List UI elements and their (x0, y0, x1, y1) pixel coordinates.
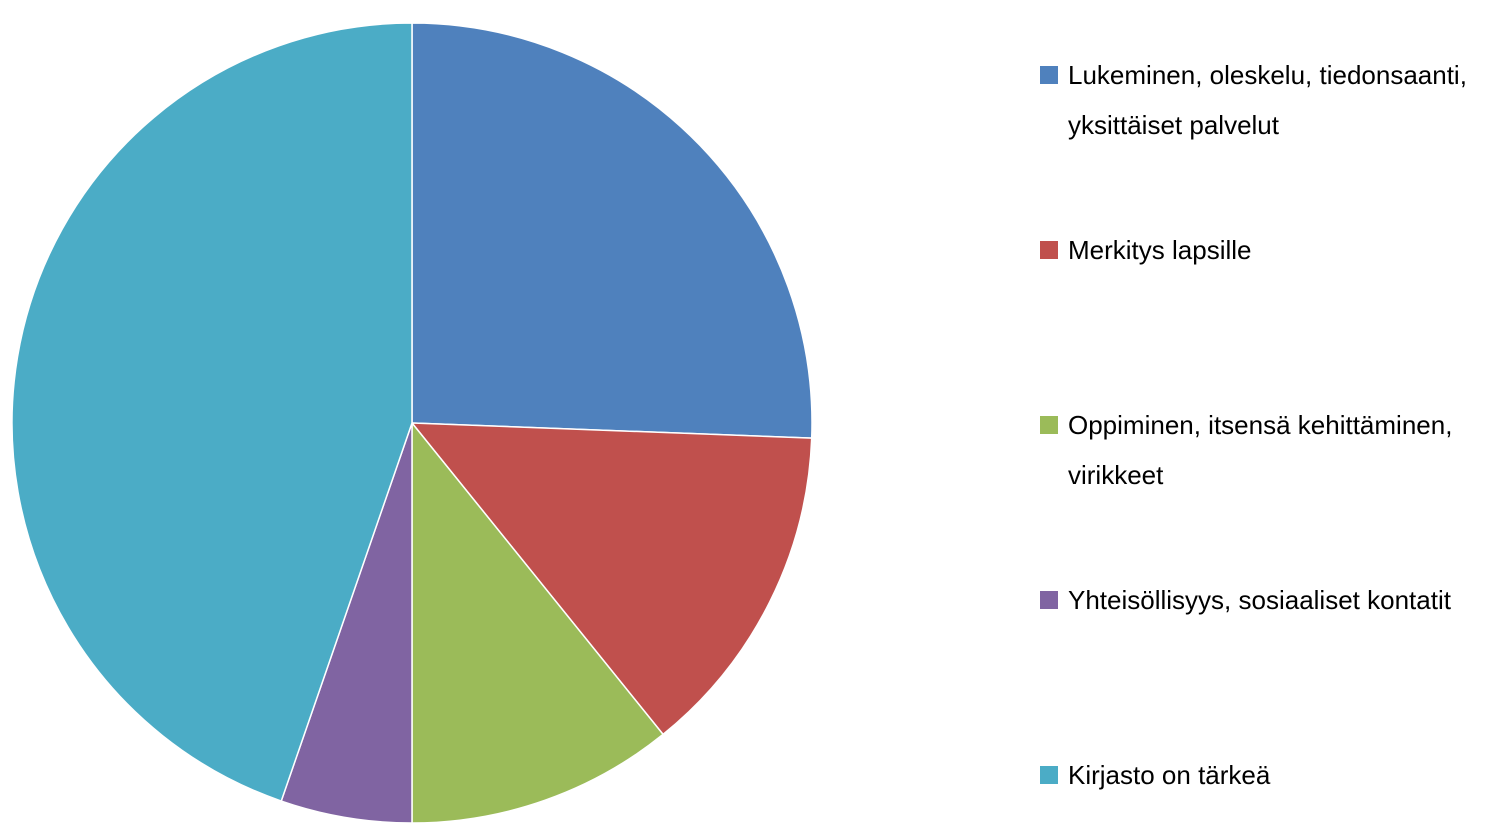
legend-label: Lukeminen, oleskelu, tiedonsaanti, yksit… (1068, 60, 1467, 140)
legend-label: Kirjasto on tärkeä (1068, 760, 1271, 790)
legend-label: Merkitys lapsille (1068, 235, 1252, 265)
legend-swatch (1040, 766, 1058, 784)
legend-label: Yhteisöllisyys, sosiaaliset kontatit (1068, 585, 1451, 615)
legend-swatch (1040, 66, 1058, 84)
pie-slice (411, 420, 665, 824)
legend-label: Oppiminen, itsensä kehittäminen, virikke… (1068, 410, 1453, 490)
legend-swatch (1040, 241, 1058, 259)
pie-slice (410, 422, 813, 736)
legend-swatch (1040, 591, 1058, 609)
legend-swatch (1040, 416, 1058, 434)
pie-slice (411, 22, 813, 439)
pie-slice (11, 22, 413, 802)
